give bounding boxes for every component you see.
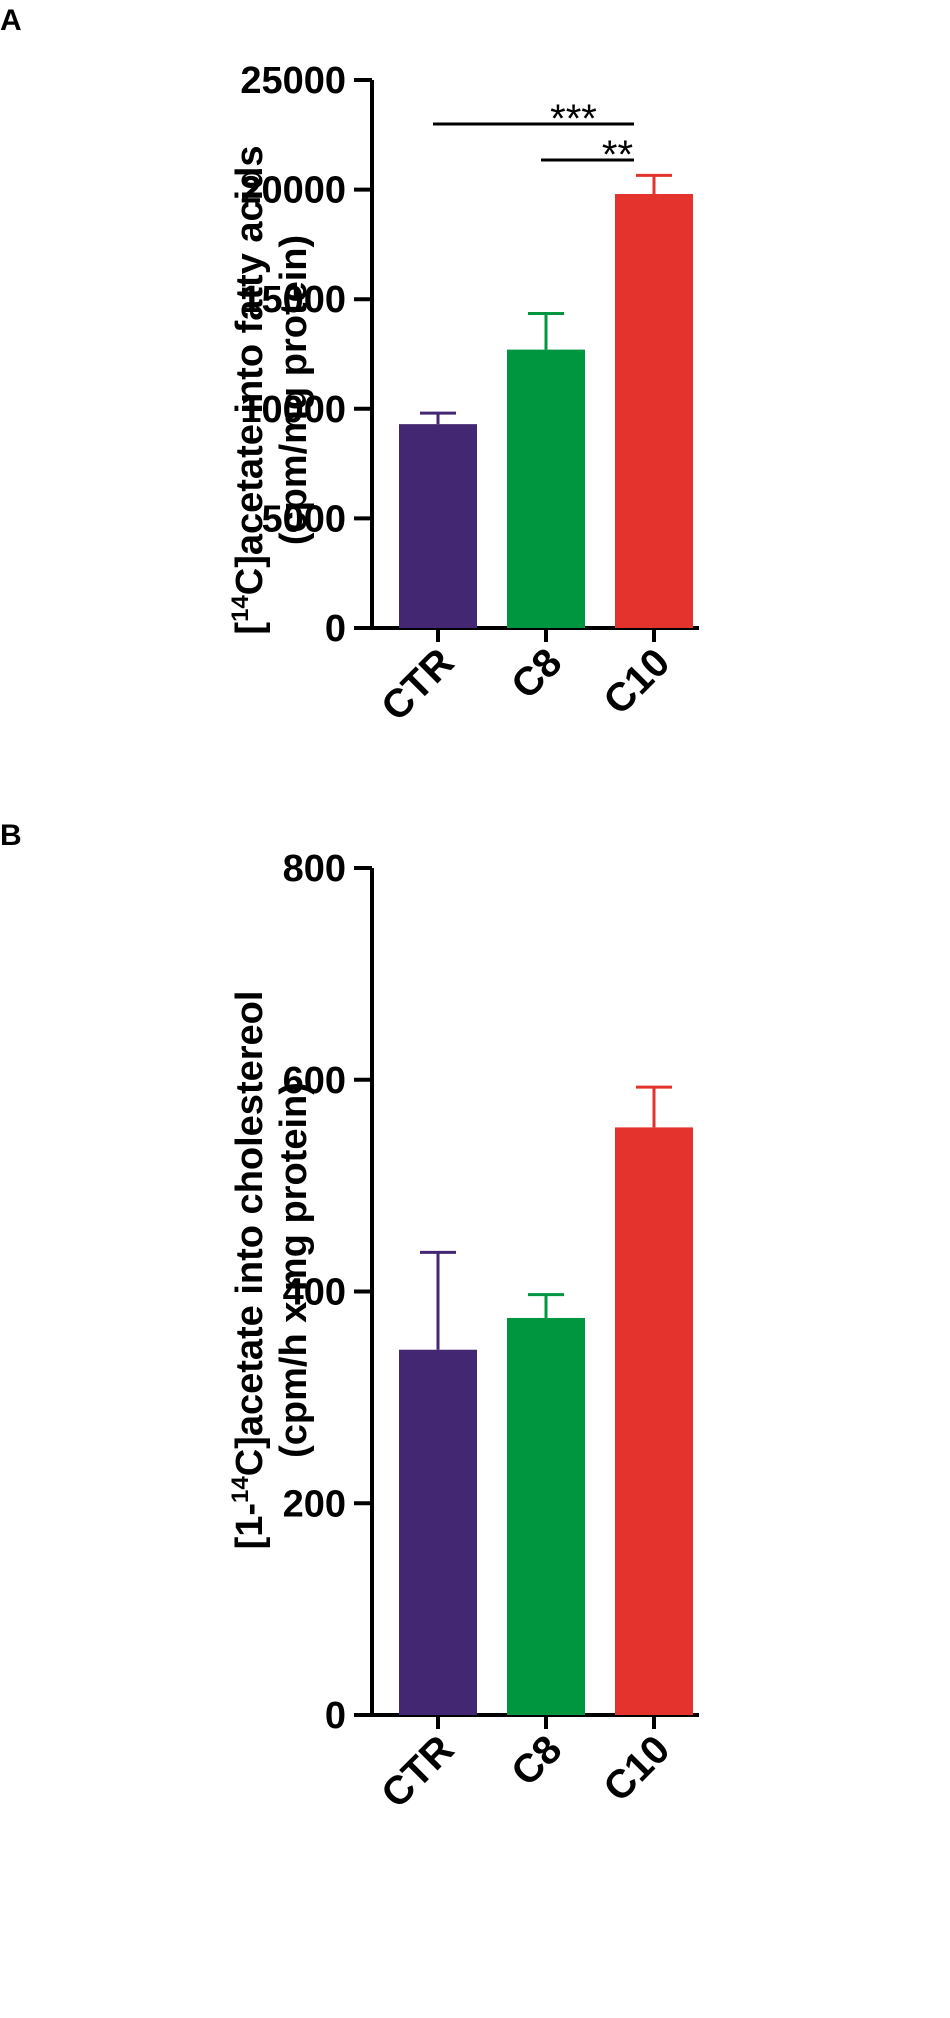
y-axis-label-units: (cpm/h x mg protein) <box>273 1082 315 1458</box>
bar-c8 <box>507 1317 585 1715</box>
y-tick-label: 600 <box>283 1060 346 1102</box>
bar-c10 <box>615 193 693 628</box>
y-tick-label: 10000 <box>240 389 346 431</box>
y-tick-label: 800 <box>283 848 346 890</box>
bar-ctr <box>399 1349 477 1715</box>
bar-c8 <box>507 349 585 628</box>
significance-label: ** <box>602 133 633 177</box>
significance-label: *** <box>550 97 597 141</box>
category-label-c8: C8 <box>503 1727 570 1794</box>
panel-letter: B <box>0 819 22 852</box>
panel-letter: A <box>0 4 22 37</box>
y-axis-label: [1-14C]acetate into cholestereol <box>227 991 271 1550</box>
chart-panel-b: B 0 200 400 600 800 CTR C8 C10 [1-14C]acetate int… <box>0 819 699 1817</box>
category-label-ctr: CTR <box>373 640 462 729</box>
y-tick-label: 5000 <box>261 498 346 540</box>
y-tick-label: 15000 <box>240 279 346 321</box>
y-tick-label: 20000 <box>240 170 346 212</box>
y-tick-label: 0 <box>325 608 346 650</box>
y-tick-label: 400 <box>283 1272 346 1314</box>
y-axis-label: [14C]acetate into fatty acids <box>227 145 271 634</box>
category-label-ctr: CTR <box>373 1727 462 1816</box>
bar-ctr <box>399 424 477 628</box>
y-tick-label: 25000 <box>240 60 346 102</box>
category-label-c10: C10 <box>595 640 678 723</box>
chart-panel-a: A 0 5000 10000 15000 20000 25000 CTR C8 C10 [14C]a… <box>0 4 699 730</box>
category-label-c10: C10 <box>595 1727 678 1810</box>
y-axis-label-units: (cpm/mg protein) <box>273 235 315 545</box>
category-label-c8: C8 <box>503 640 570 707</box>
y-tick-label: 0 <box>325 1695 346 1737</box>
y-tick-label: 200 <box>283 1483 346 1525</box>
bar-c10 <box>615 1127 693 1715</box>
